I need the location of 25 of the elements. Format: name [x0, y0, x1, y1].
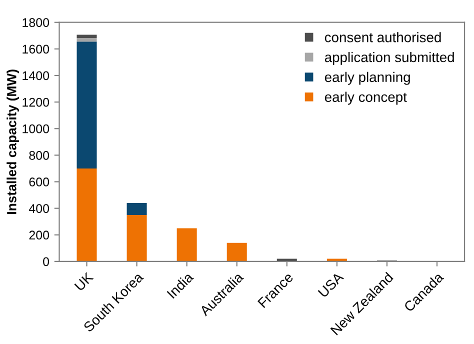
y-axis-title: Installed capacity (MW) [6, 70, 19, 214]
x-tick-label: UK [74, 272, 94, 292]
y-tick-label: 400 [28, 204, 50, 213]
y-tick-label: 800 [29, 150, 50, 160]
legend-label: application submitted [324, 52, 454, 65]
y-tick-label: 1600 [22, 44, 50, 54]
y-tick-label: 0 [43, 257, 50, 266]
y-tick-label: 200 [29, 230, 50, 240]
y-tick-label: 1000 [22, 124, 50, 134]
y-tick-label: 1200 [22, 98, 50, 107]
x-tick-label: USA [318, 271, 344, 298]
y-tick-label: 600 [29, 178, 50, 186]
y-tick-label: 1800 [22, 18, 50, 28]
bar [76, 42, 97, 168]
legend-label: early planning [324, 72, 410, 85]
bar [76, 168, 97, 262]
bar [226, 242, 247, 262]
bar [126, 214, 147, 262]
bar [76, 34, 97, 38]
bar [126, 203, 147, 215]
bar [76, 38, 97, 42]
bar [176, 228, 197, 262]
legend-label: consent authorised [324, 32, 441, 42]
legend-label: early concept [324, 92, 407, 105]
y-tick-label: 1400 [22, 71, 50, 80]
